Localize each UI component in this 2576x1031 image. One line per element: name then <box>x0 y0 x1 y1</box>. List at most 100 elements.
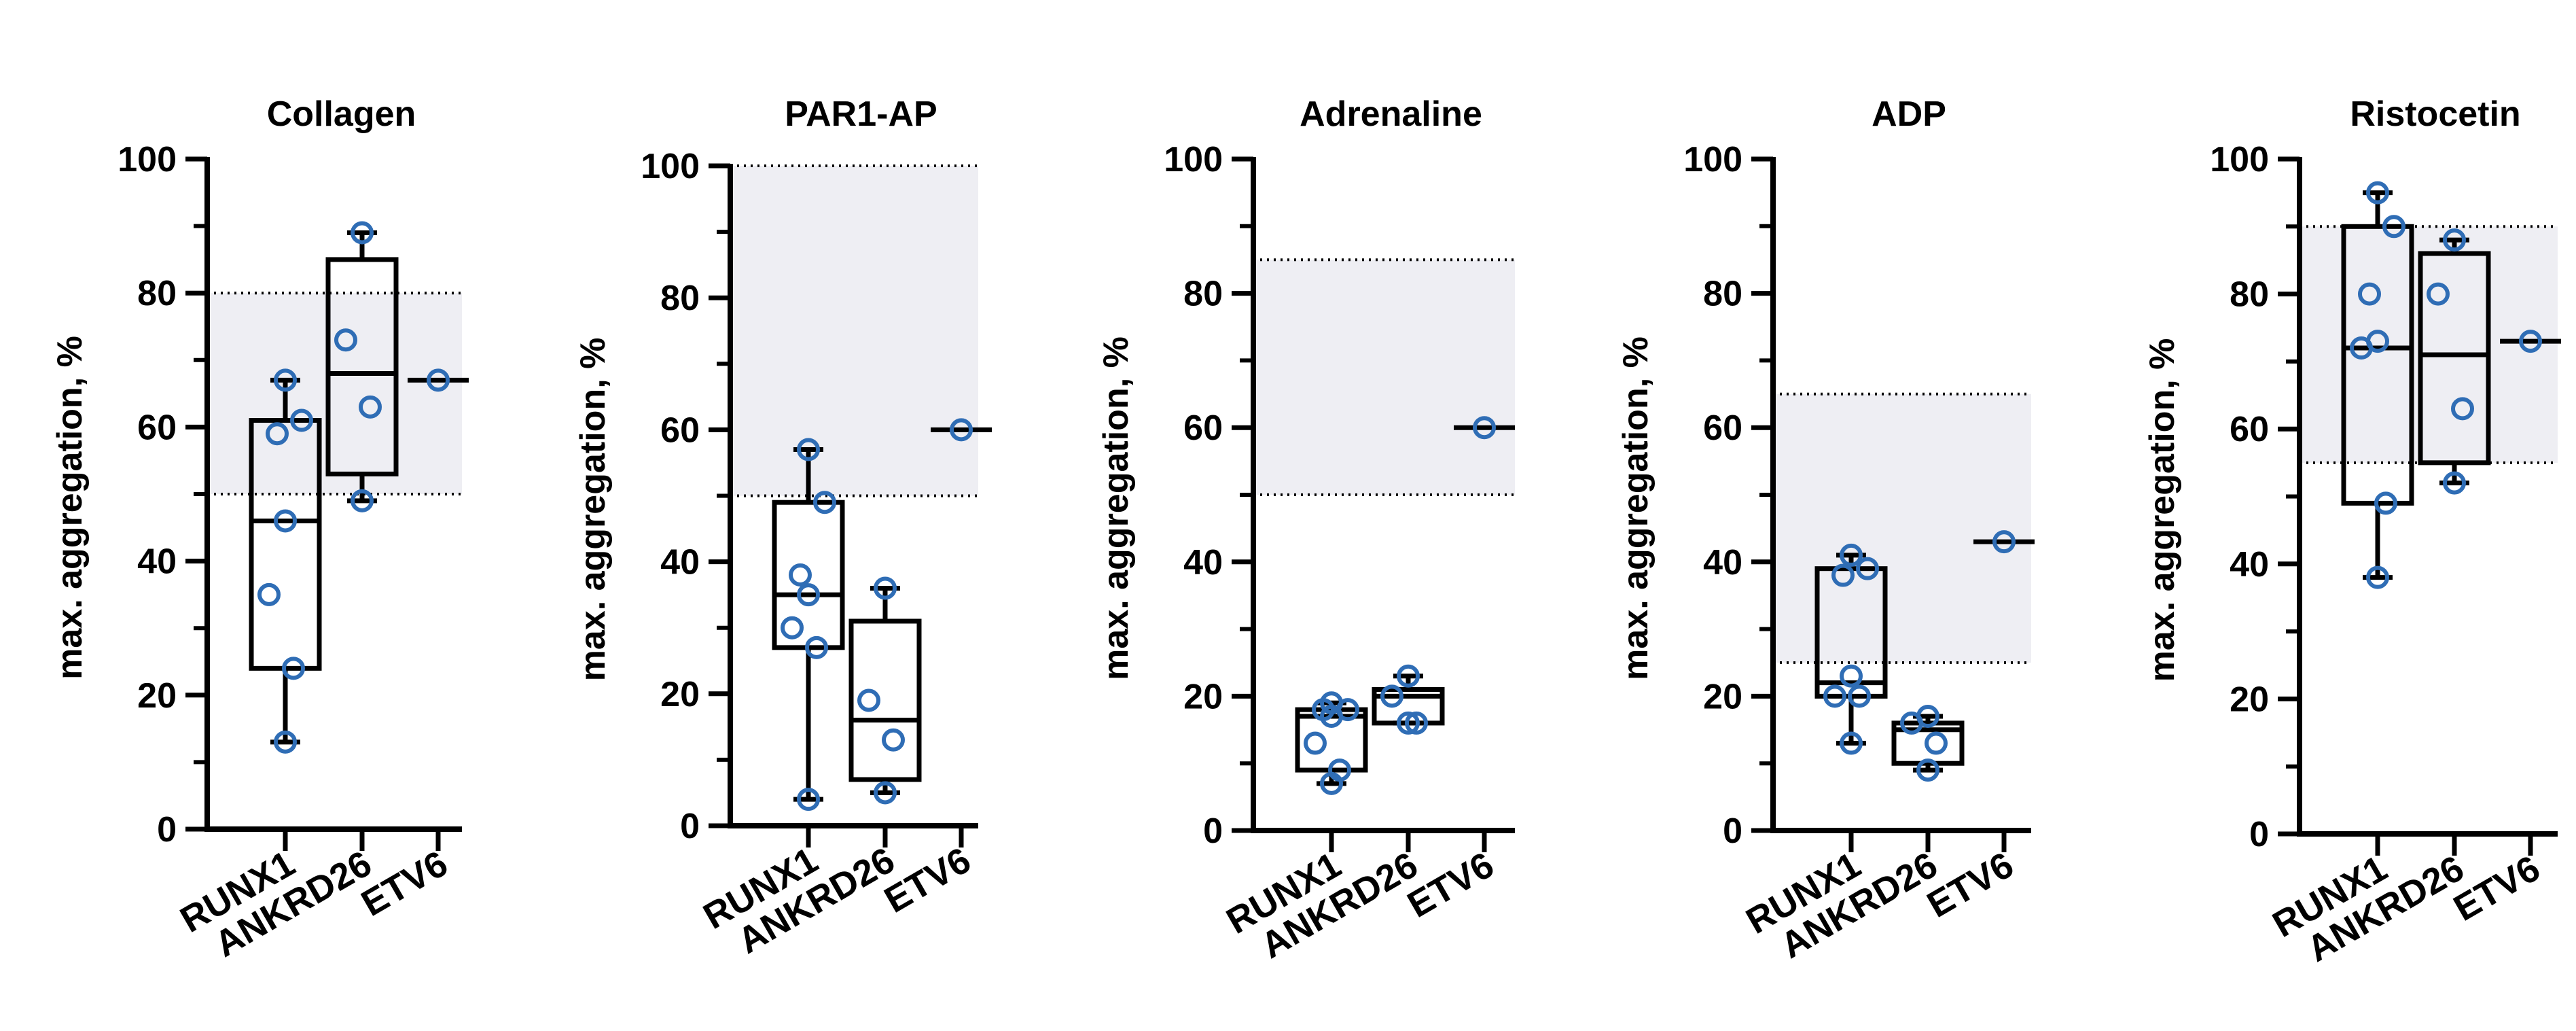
data-point <box>1831 563 1855 587</box>
data-point <box>1320 691 1343 715</box>
box-plot-ankrd26 <box>1891 705 1965 782</box>
data-point <box>257 582 281 606</box>
y-tick-label: 0 <box>1203 811 1223 851</box>
x-category-label: ETV6 <box>1401 844 1501 925</box>
data-point <box>334 328 357 352</box>
box-iqr <box>848 618 922 782</box>
data-point <box>1304 731 1327 755</box>
data-point <box>797 438 820 461</box>
panel-title: Ristocetin <box>2350 94 2520 134</box>
chart-panel-3: Adrenaline max. aggregation, % 0 20 40 60 80 10… <box>1096 94 1515 966</box>
data-point <box>1473 416 1496 440</box>
data-point <box>2443 228 2466 252</box>
data-point <box>2451 397 2474 421</box>
data-point <box>1916 705 1939 729</box>
y-tick-label: 60 <box>1703 408 1742 448</box>
box-plot-runx1 <box>1814 543 1888 755</box>
data-point <box>2374 491 2397 515</box>
box-plot-runx1 <box>772 438 845 811</box>
data-point <box>274 368 297 392</box>
data-point <box>1856 557 1879 580</box>
data-point <box>1405 711 1428 735</box>
y-tick-label: 40 <box>660 543 700 582</box>
data-point <box>1925 731 1948 755</box>
x-category-label: ETV6 <box>2447 847 2547 928</box>
y-tick-label: 40 <box>1703 543 1742 582</box>
data-point <box>797 788 820 811</box>
box-plot-runx1 <box>1295 691 1368 795</box>
box-iqr <box>325 257 399 476</box>
y-tick-label: 100 <box>118 140 177 179</box>
data-point <box>1992 530 2016 554</box>
data-point <box>781 616 804 640</box>
y-tick-label: 60 <box>2230 410 2269 449</box>
data-point <box>1840 731 1863 755</box>
y-tick-label: 100 <box>641 147 700 186</box>
data-point <box>2366 565 2389 589</box>
data-point <box>266 422 289 446</box>
y-tick-label: 80 <box>137 274 177 313</box>
y-tick-label: 40 <box>137 542 177 582</box>
y-tick-label: 0 <box>157 810 177 850</box>
data-point <box>427 368 450 392</box>
data-point <box>359 395 382 419</box>
data-point <box>1823 684 1846 708</box>
reference-band <box>1776 394 2031 663</box>
data-point <box>2443 471 2466 495</box>
data-point <box>2427 282 2450 306</box>
y-axis-label: max. aggregation, % <box>1096 336 1136 680</box>
data-point <box>1916 758 1939 782</box>
y-tick-label: 0 <box>680 807 700 846</box>
data-point <box>274 730 297 754</box>
x-category-label: ETV6 <box>1920 844 2020 925</box>
reference-band <box>210 293 462 494</box>
data-point <box>1840 664 1863 688</box>
data-point <box>282 657 305 680</box>
y-axis-label: max. aggregation, % <box>50 336 90 680</box>
data-point <box>1328 758 1351 782</box>
y-tick-label: 100 <box>1683 140 1742 179</box>
data-point <box>857 688 880 712</box>
data-point <box>351 489 374 512</box>
chart-panel-5: Ristocetin max. aggregation, % 0 20 40 60 80 10… <box>2143 94 2561 970</box>
y-axis-label: max. aggregation, % <box>573 338 613 682</box>
y-axis-label: max. aggregation, % <box>2143 338 2182 682</box>
panel-title: ADP <box>1872 94 1946 134</box>
y-tick-label: 0 <box>2249 815 2269 854</box>
y-axis-label: max. aggregation, % <box>1616 336 1656 680</box>
box-plot-runx1 <box>2341 181 2414 589</box>
y-tick-label: 100 <box>2210 140 2269 179</box>
data-point <box>2382 215 2405 239</box>
box-plot-ankrd26 <box>2418 228 2491 495</box>
box-plot-ankrd26 <box>848 576 922 805</box>
data-point <box>874 781 897 805</box>
y-tick-label: 60 <box>137 408 177 447</box>
data-point <box>2366 181 2389 205</box>
panel-title: PAR1-AP <box>785 94 937 134</box>
data-point <box>813 491 836 514</box>
data-point <box>950 418 973 442</box>
box-plot-ankrd26 <box>1372 664 1445 735</box>
y-tick-label: 40 <box>2230 545 2269 584</box>
box-plot-ankrd26 <box>325 221 399 512</box>
panel-title: Collagen <box>267 94 416 134</box>
data-point <box>1380 684 1403 708</box>
data-point <box>805 635 828 659</box>
y-tick-label: 40 <box>1183 543 1223 582</box>
reference-band <box>733 166 978 496</box>
data-point <box>1397 711 1420 735</box>
y-tick-label: 20 <box>2230 680 2269 719</box>
data-point <box>290 408 313 432</box>
y-tick-label: 60 <box>1183 408 1223 448</box>
x-category-label: ETV6 <box>878 839 978 920</box>
box-plot-etv6 <box>1454 416 1515 440</box>
box-plot-etv6 <box>1973 530 2035 554</box>
y-tick-label: 80 <box>660 279 700 318</box>
data-point <box>1397 664 1420 688</box>
box-plot-etv6 <box>931 418 992 442</box>
y-tick-label: 20 <box>137 676 177 716</box>
y-tick-label: 20 <box>1183 677 1223 716</box>
data-point <box>274 509 297 533</box>
